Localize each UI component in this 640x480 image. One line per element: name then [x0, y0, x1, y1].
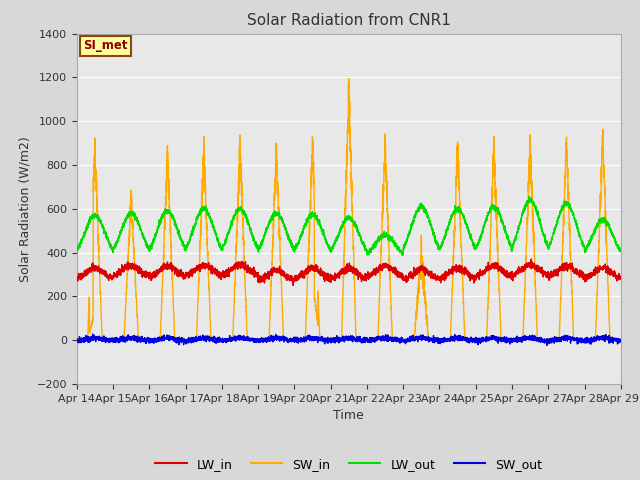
Legend: LW_in, SW_in, LW_out, SW_out: LW_in, SW_in, LW_out, SW_out: [150, 453, 547, 476]
Text: SI_met: SI_met: [83, 39, 128, 52]
X-axis label: Time: Time: [333, 409, 364, 422]
Title: Solar Radiation from CNR1: Solar Radiation from CNR1: [247, 13, 451, 28]
Y-axis label: Solar Radiation (W/m2): Solar Radiation (W/m2): [18, 136, 31, 282]
